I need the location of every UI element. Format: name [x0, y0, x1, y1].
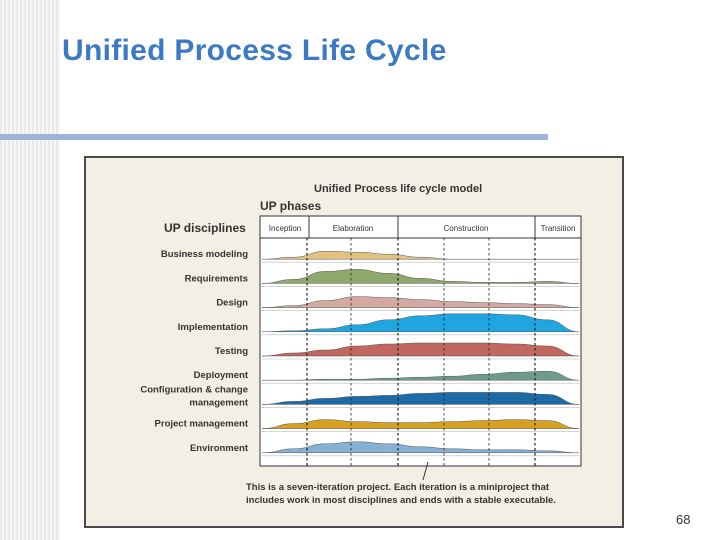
- left-stripe-band: [0, 0, 60, 540]
- workload-curve-7: [261, 419, 580, 429]
- slide-title: Unified Process Life Cycle: [62, 34, 447, 67]
- caption-line-1: This is a seven-iteration project. Each …: [246, 482, 550, 493]
- page-number: 68: [676, 512, 691, 527]
- discipline-label-8: Environment: [190, 443, 249, 454]
- figure-frame: Unified Process life cycle model UP phas…: [84, 156, 624, 528]
- phase-label-inception: Inception: [269, 224, 301, 233]
- phases-heading: UP phases: [260, 199, 321, 213]
- discipline-label-0: Business modeling: [161, 249, 248, 260]
- phase-label-transition: Transition: [541, 224, 576, 233]
- up-lifecycle-diagram: Unified Process life cycle model UP phas…: [86, 158, 622, 526]
- disciplines-heading: UP disciplines: [164, 221, 246, 235]
- caption-line-2: includes work in most disciplines and en…: [246, 495, 556, 506]
- caption-pointer: [422, 461, 429, 481]
- workload-curve-8: [261, 441, 580, 454]
- discipline-label-6-line-1: management: [189, 397, 248, 408]
- figure-title: Unified Process life cycle model: [314, 183, 482, 195]
- discipline-label-5: Deployment: [194, 370, 249, 381]
- workload-curve-4: [261, 342, 580, 357]
- title-underline: [0, 134, 548, 140]
- discipline-label-1: Requirements: [185, 273, 248, 284]
- workload-curve-5: [262, 370, 580, 381]
- discipline-label-2: Design: [216, 298, 248, 309]
- discipline-label-7: Project management: [155, 419, 249, 430]
- phase-label-elaboration: Elaboration: [333, 224, 373, 233]
- workload-curve-6: [261, 392, 580, 405]
- phase-label-construction: Construction: [444, 224, 489, 233]
- workload-curve-3: [261, 313, 580, 333]
- discipline-label-3: Implementation: [178, 322, 248, 333]
- iteration-gridlines: [306, 238, 536, 466]
- discipline-label-4: Testing: [215, 346, 248, 357]
- workload-curve-0: [261, 250, 579, 260]
- discipline-label-6-line-0: Configuration & change: [140, 384, 248, 395]
- workload-curve-1: [261, 269, 580, 284]
- workload-curve-2: [261, 296, 580, 308]
- discipline-rows: Business modeling Requirements Design Imple…: [140, 249, 581, 457]
